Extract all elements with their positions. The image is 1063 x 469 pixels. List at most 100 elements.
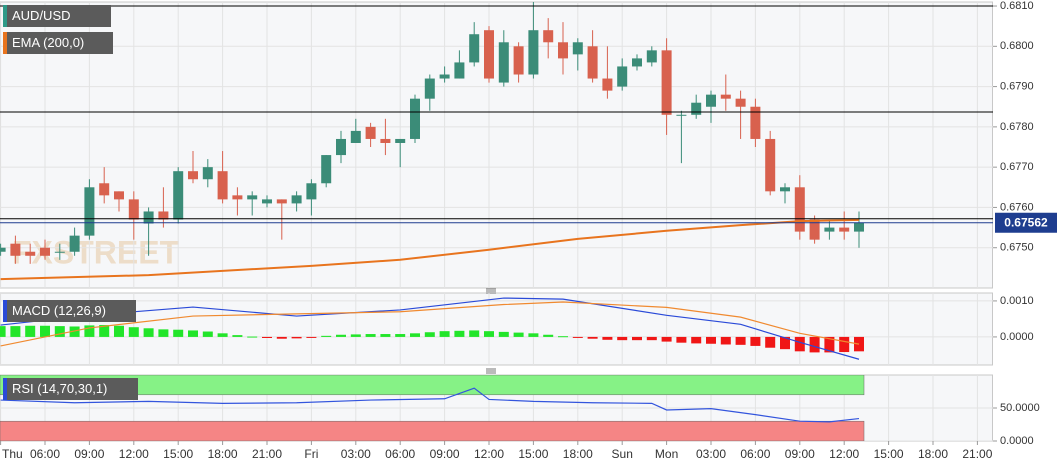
rsi-zone: [0, 420, 865, 441]
candle-body: [839, 227, 850, 232]
y-tick-label: 0.6760: [1000, 201, 1034, 213]
histogram-bar: [188, 330, 198, 337]
histogram-bar: [498, 331, 509, 337]
histogram-bar: [454, 330, 465, 337]
candle-body: [661, 50, 672, 115]
histogram-bar: [40, 325, 50, 337]
candle-body: [765, 138, 776, 192]
histogram-bar: [128, 327, 139, 337]
candle-body: [291, 195, 302, 204]
y-tick-label: 0.6800: [1000, 40, 1034, 52]
indicator-label: EMA (200,0): [3, 32, 113, 54]
x-tick-label: 18:00: [918, 447, 948, 461]
histogram-bar: [114, 325, 124, 337]
candle-body: [469, 34, 480, 63]
y-tick-label: 0.6790: [1000, 80, 1034, 92]
histogram-bar: [617, 336, 628, 341]
histogram-bar: [232, 335, 243, 337]
rsi-line: [0, 387, 860, 423]
candle-body: [99, 183, 110, 196]
candle-body: [676, 114, 687, 116]
candle-body: [380, 138, 391, 143]
indicator-label: RSI (14,70,30,1): [3, 378, 138, 400]
candle-body: [321, 155, 332, 184]
label-text: MACD (12,26,9): [12, 303, 106, 318]
label-strip: [3, 300, 7, 322]
candle-body: [84, 187, 95, 236]
candle-body: [854, 222, 864, 232]
histogram-bar: [839, 336, 850, 353]
histogram-bar: [173, 329, 184, 337]
x-tick-label: 03:00: [696, 447, 726, 461]
x-tick-label: 09:00: [74, 447, 104, 461]
indicator-line: [0, 301, 860, 347]
candle-body: [69, 235, 80, 252]
histogram-bar: [25, 325, 36, 337]
histogram-bar: [158, 329, 169, 337]
candle-body: [528, 30, 539, 75]
last-price-box: [995, 212, 1057, 233]
histogram-bar: [661, 336, 672, 342]
histogram-bar: [365, 334, 376, 337]
histogram-bar: [410, 333, 420, 337]
histogram-bar: [276, 336, 287, 339]
label-box: [3, 5, 111, 27]
x-tick-label: 12:00: [119, 447, 149, 461]
y-tick-label: 0.6770: [1000, 161, 1034, 173]
label-text: AUD/USD: [12, 8, 71, 23]
x-tick-label: 12:00: [474, 447, 504, 461]
histogram-bar: [558, 336, 568, 338]
label-strip: [3, 32, 7, 54]
candle-body: [0, 247, 6, 252]
histogram-bar: [809, 336, 820, 353]
candle-body: [439, 74, 450, 79]
candle-body: [395, 138, 406, 143]
histogram-bar: [632, 336, 642, 341]
histogram-bar: [217, 333, 228, 337]
price-panel: [0, 1, 993, 289]
y-tick-label: 0.0000: [1000, 331, 1034, 343]
candle-body: [587, 46, 598, 79]
candle-body: [602, 78, 613, 91]
histogram-bar: [424, 332, 435, 337]
histogram-bar: [336, 334, 346, 337]
candle-body: [720, 94, 731, 99]
candle-body: [10, 243, 21, 256]
histogram-bar: [513, 332, 524, 337]
histogram-bar: [469, 330, 480, 337]
histogram-bar: [395, 334, 406, 337]
x-tick-label: Sun: [612, 447, 633, 461]
candle-body: [365, 126, 376, 139]
histogram-bar: [646, 336, 657, 341]
indicator-line: [0, 297, 860, 360]
candle-body: [217, 171, 228, 200]
histogram-bar: [572, 336, 583, 338]
candle-body: [558, 42, 568, 59]
candle-body: [276, 199, 287, 204]
histogram-bar: [306, 336, 317, 338]
histogram-bar: [824, 336, 835, 353]
candle-body: [513, 46, 524, 75]
candle-body: [128, 199, 139, 220]
candle-body: [824, 227, 835, 232]
x-tick-label: 18:00: [563, 447, 593, 461]
histogram-bar: [321, 335, 332, 337]
label-box: [3, 378, 138, 400]
y-tick-label: 0.6780: [1000, 121, 1034, 133]
candle-body: [114, 191, 124, 200]
histogram-bar: [676, 336, 687, 343]
indicator-label: MACD (12,26,9): [3, 300, 136, 322]
y-tick-label: 0.6810: [1000, 0, 1034, 12]
candle-body: [336, 138, 346, 156]
resize-handle[interactable]: [486, 368, 496, 374]
histogram-bar: [720, 336, 731, 345]
histogram-bar: [794, 336, 805, 352]
resize-handle[interactable]: [486, 288, 496, 294]
histogram-bar: [54, 326, 65, 337]
histogram-bar: [587, 336, 598, 339]
candle-body: [646, 50, 657, 63]
histogram-bar: [439, 331, 450, 337]
panel-plot: [0, 375, 993, 441]
histogram-bar: [350, 334, 361, 337]
